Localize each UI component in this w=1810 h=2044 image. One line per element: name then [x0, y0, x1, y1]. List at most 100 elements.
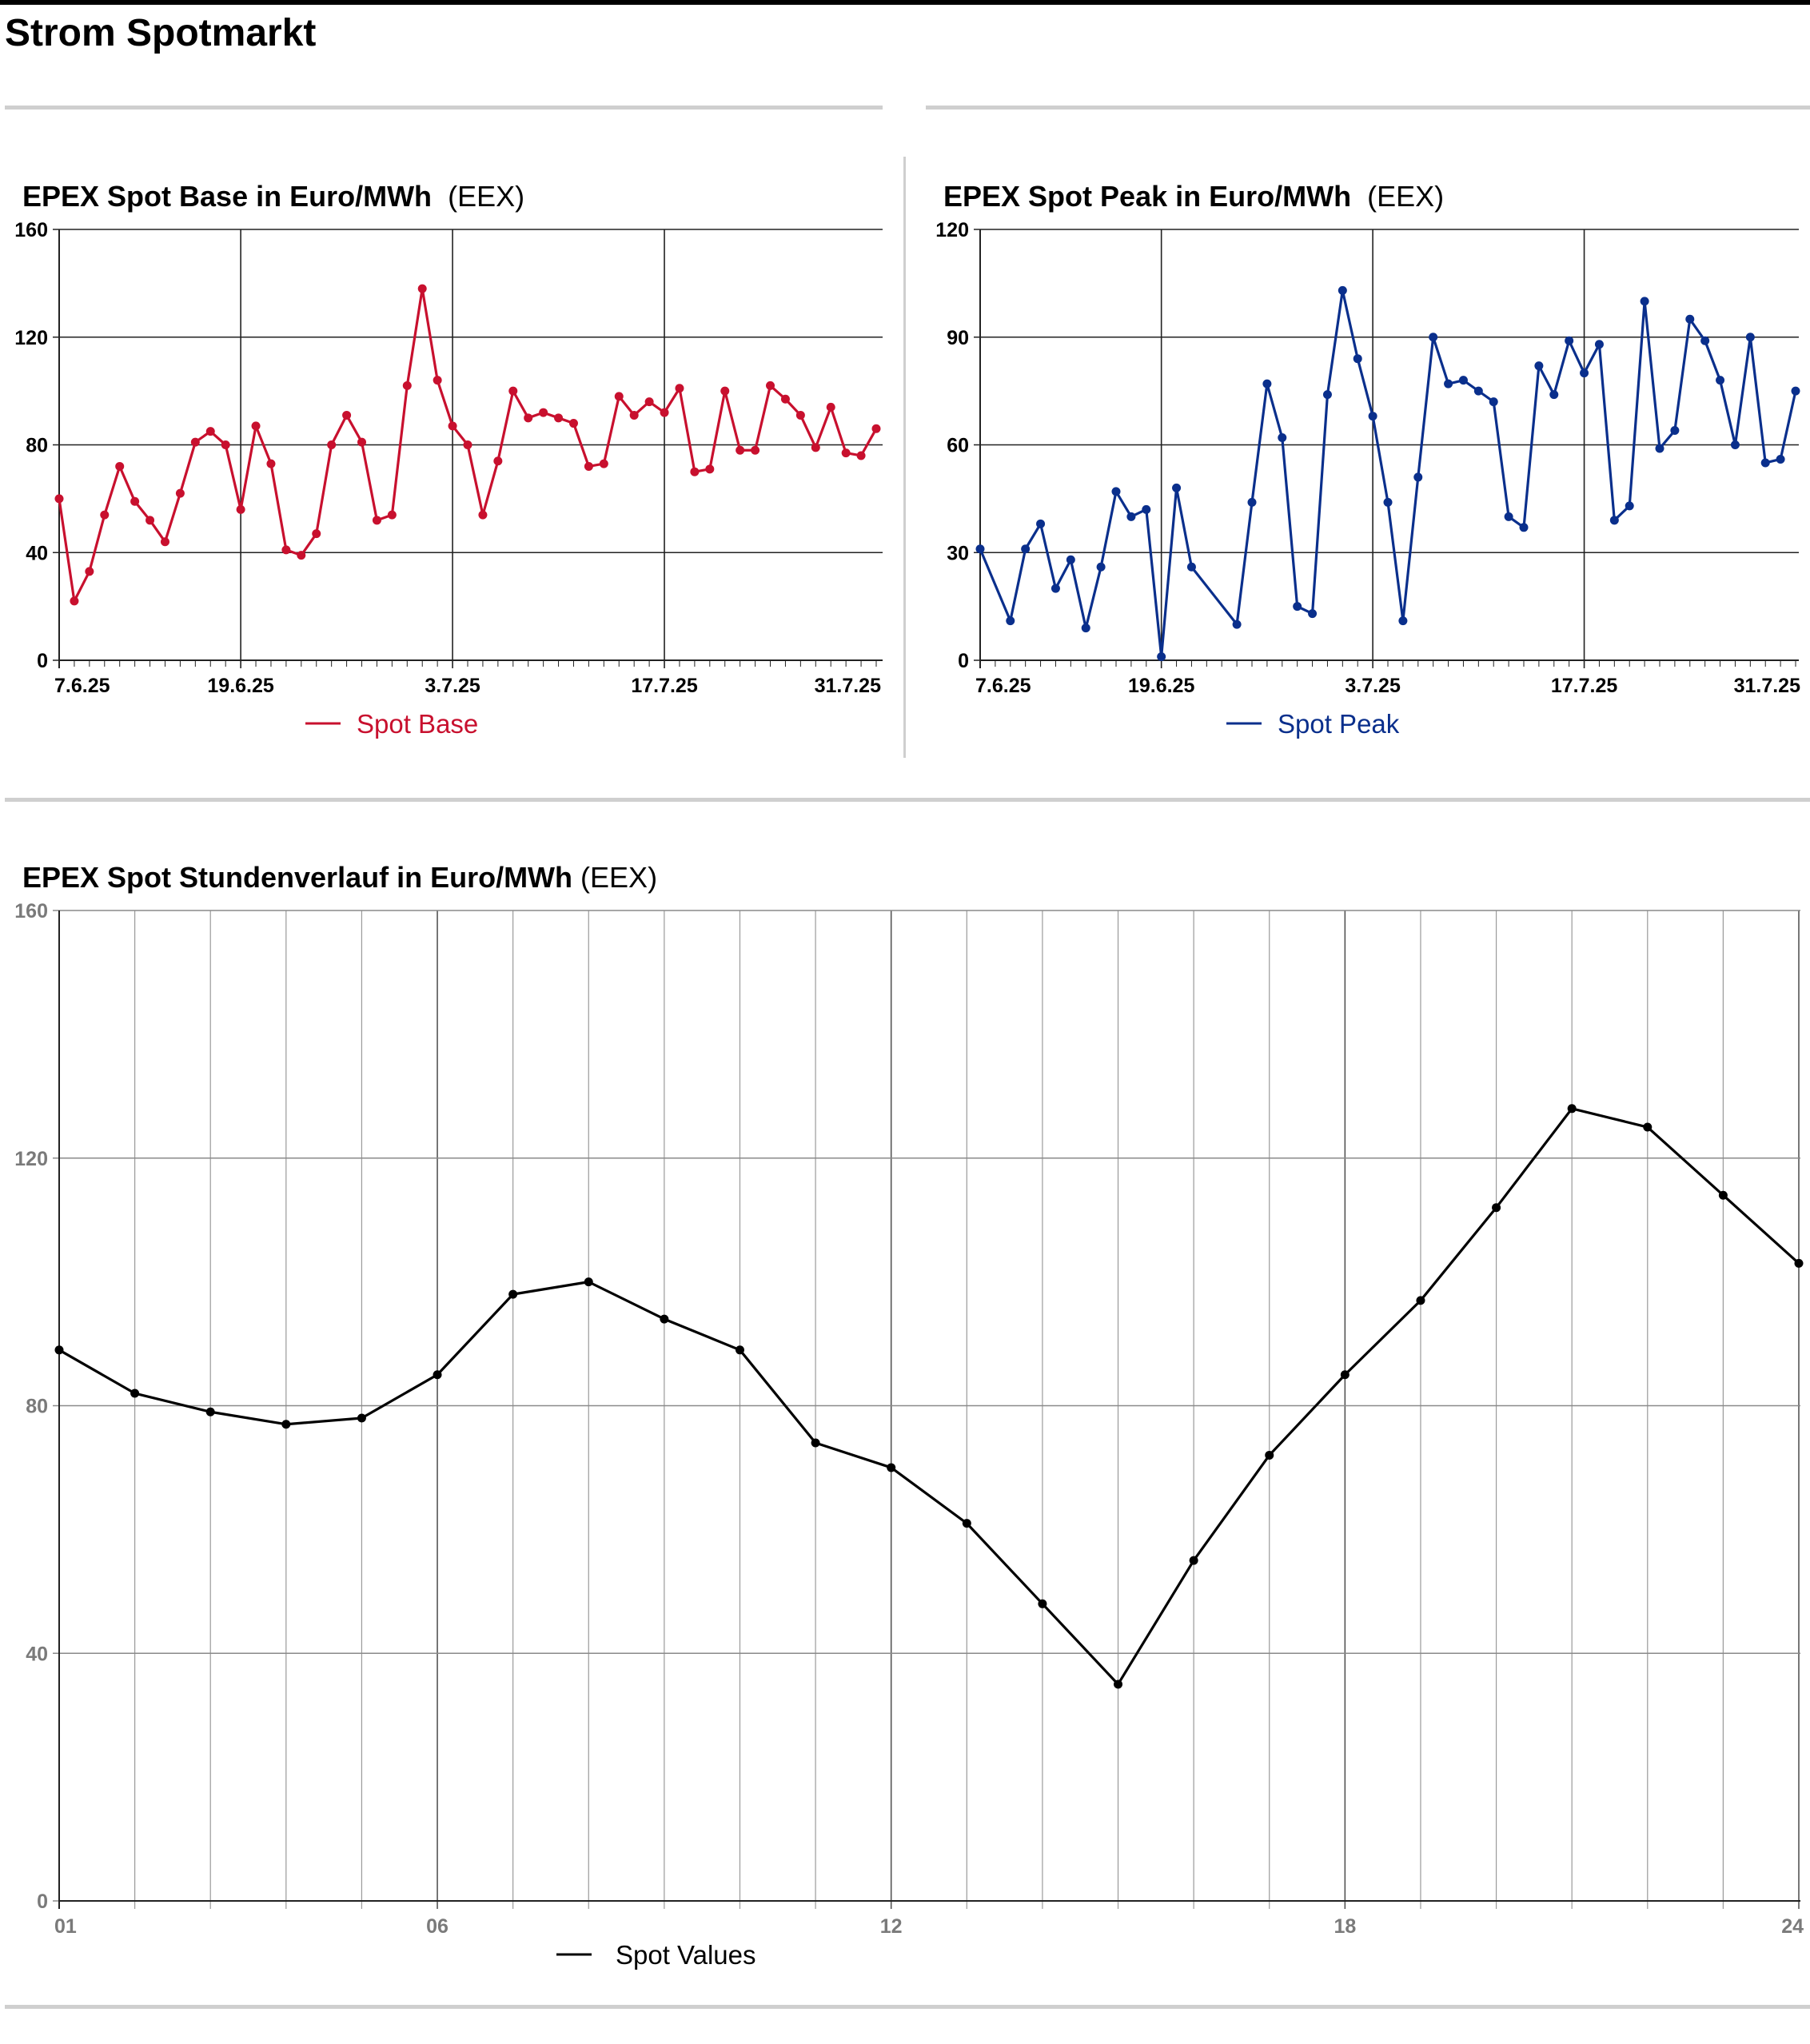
y-tick-label: 120: [935, 219, 969, 241]
x-tick-label: 31.7.25: [815, 675, 882, 697]
data-point: [1519, 523, 1529, 532]
data-point: [417, 284, 427, 293]
data-point: [1247, 497, 1257, 507]
data-point: [720, 386, 730, 396]
data-point: [1685, 314, 1695, 324]
x-tick-label: 06: [426, 1915, 449, 1938]
data-point: [508, 1289, 518, 1299]
data-point: [962, 1519, 971, 1528]
section-separator-left: [5, 106, 883, 110]
data-point: [811, 443, 820, 452]
data-point: [205, 1407, 215, 1416]
data-point: [236, 504, 245, 514]
data-point: [1096, 562, 1106, 572]
data-point: [1730, 440, 1740, 449]
data-point: [1021, 544, 1031, 554]
data-point: [1444, 379, 1453, 388]
data-point: [1776, 454, 1785, 464]
data-point: [524, 413, 533, 423]
data-point: [175, 488, 185, 498]
data-point: [1609, 516, 1619, 525]
section-separator-bottom: [5, 2005, 1810, 2009]
data-point: [1066, 555, 1075, 564]
data-point: [887, 1463, 896, 1472]
data-point: [190, 437, 200, 447]
data-point: [146, 516, 155, 525]
data-point: [221, 440, 230, 449]
data-point: [1791, 386, 1800, 396]
data-point: [1262, 379, 1272, 388]
hourly-legend[interactable]: Spot Values: [556, 1940, 756, 1970]
data-point: [100, 510, 110, 520]
data-point: [1340, 1370, 1350, 1380]
data-point: [463, 440, 472, 449]
data-point: [629, 410, 639, 420]
data-point: [115, 461, 125, 471]
x-tick-label: 3.7.25: [425, 675, 480, 697]
data-point: [554, 413, 564, 423]
series-line: [58, 1107, 1800, 1686]
data-point: [871, 424, 881, 433]
data-point: [1580, 369, 1589, 378]
data-point: [1413, 472, 1423, 482]
peak-legend[interactable]: Spot Peak: [1226, 709, 1400, 739]
data-point: [54, 1345, 64, 1355]
data-point: [493, 456, 503, 466]
data-point: [1157, 652, 1166, 662]
x-tick-label: 24: [1781, 1915, 1804, 1938]
data-point: [690, 467, 700, 476]
data-point: [1504, 512, 1513, 521]
y-tick-label: 80: [26, 435, 48, 457]
y-tick-label: 40: [26, 1643, 48, 1665]
base-chart-title-text: EPEX Spot Base in Euro/MWh: [22, 180, 433, 213]
x-tick-label: 18: [1334, 1915, 1356, 1938]
data-point: [1549, 390, 1559, 400]
page-title: Strom Spotmarkt: [5, 12, 317, 54]
data-point: [130, 496, 140, 506]
data-point: [1670, 426, 1680, 436]
data-point: [1716, 376, 1725, 385]
data-point: [1186, 562, 1196, 572]
data-point: [539, 408, 548, 417]
data-point: [1353, 354, 1362, 364]
data-point: [584, 1277, 593, 1287]
data-point: [1036, 519, 1046, 528]
data-point: [402, 381, 412, 390]
data-point: [841, 448, 851, 458]
data-point: [751, 445, 760, 455]
data-point: [1492, 1203, 1501, 1213]
data-point: [327, 440, 337, 449]
data-point: [1006, 616, 1015, 626]
data-point: [584, 461, 593, 471]
data-point: [1625, 501, 1634, 511]
y-tick-label: 30: [947, 542, 969, 564]
data-point: [614, 392, 624, 401]
data-point: [1429, 333, 1438, 342]
y-tick-label: 60: [947, 435, 969, 457]
data-point: [251, 421, 261, 431]
data-point: [1172, 483, 1182, 492]
data-point: [599, 459, 608, 468]
data-point: [736, 445, 745, 455]
base-chart: 0 40 80 120 160 7.6.25 19.6.25 3.7.25 17.7.25 31.…: [14, 219, 883, 697]
data-point: [130, 1389, 140, 1398]
x-tick-label: 01: [54, 1915, 77, 1938]
data-point: [1126, 512, 1136, 521]
data-point: [1368, 412, 1377, 421]
data-point: [1565, 336, 1574, 345]
data-point: [1308, 609, 1318, 619]
data-point: [795, 410, 805, 420]
data-point: [357, 1413, 366, 1423]
hourly-legend-label: Spot Values: [616, 1940, 756, 1970]
x-tick-label: 19.6.25: [1128, 675, 1195, 697]
data-point: [826, 402, 835, 412]
data-point: [478, 510, 488, 520]
x-tick-label: 31.7.25: [1734, 675, 1801, 697]
data-point: [780, 394, 790, 404]
data-point: [1081, 624, 1090, 633]
y-tick-label: 120: [14, 1148, 48, 1170]
data-point: [1142, 504, 1151, 514]
base-legend[interactable]: Spot Base: [305, 709, 478, 739]
data-point: [1567, 1104, 1577, 1114]
